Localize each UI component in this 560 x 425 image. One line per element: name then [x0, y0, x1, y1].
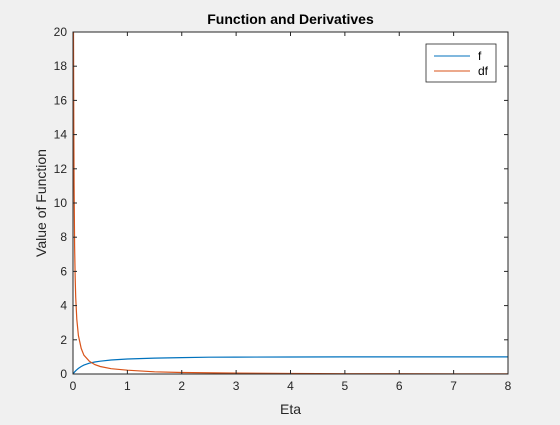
x-tick-label: 0 [70, 379, 77, 393]
x-tick-label: 8 [505, 379, 512, 393]
y-tick-label: 2 [60, 333, 67, 347]
y-tick-label: 6 [60, 264, 67, 278]
y-tick-label: 8 [60, 230, 67, 244]
legend: f df [425, 43, 497, 83]
y-axis-label: Value of Function [33, 149, 49, 257]
x-tick-label: 4 [287, 379, 294, 393]
y-tick-label: 14 [54, 128, 68, 142]
y-tick-label: 16 [54, 93, 68, 107]
y-tick-label: 0 [60, 367, 67, 381]
legend-box [425, 43, 497, 83]
legend-label-f: f [478, 49, 482, 63]
plot-area [73, 32, 508, 374]
series-line-f [72, 356, 508, 375]
x-tick-label: 6 [396, 379, 403, 393]
y-tick-label: 4 [60, 299, 67, 313]
x-tick-label: 7 [450, 379, 457, 393]
chart-title: Function and Derivatives [207, 11, 374, 27]
x-tick-label: 1 [124, 379, 131, 393]
y-tick-label: 10 [54, 196, 68, 210]
y-tick-label: 18 [54, 59, 68, 73]
x-axis-label: Eta [280, 401, 301, 417]
legend-label-df: df [478, 64, 489, 78]
x-tick-label: 2 [178, 379, 185, 393]
y-tick-label: 20 [54, 25, 68, 39]
x-tick-label: 3 [233, 379, 240, 393]
y-tick-label: 12 [54, 162, 68, 176]
x-tick-label: 5 [342, 379, 349, 393]
